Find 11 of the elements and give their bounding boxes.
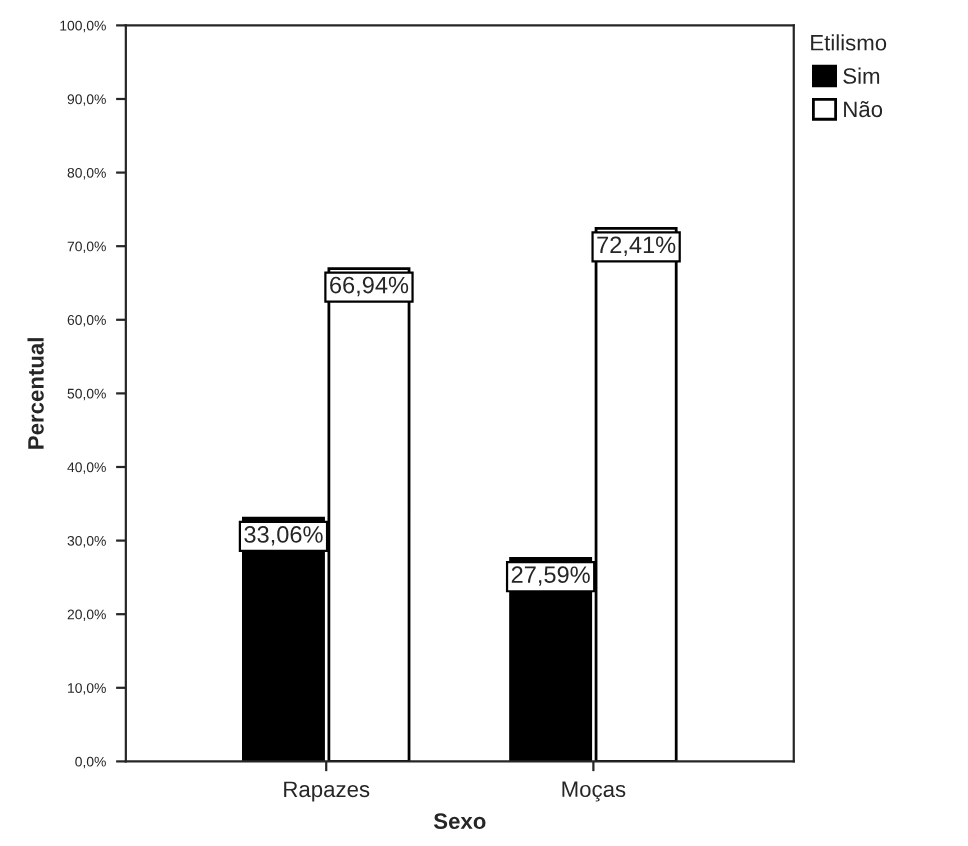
x-tick-label: Moças	[562, 781, 626, 802]
legend-title: Etilismo	[811, 34, 887, 51]
y-axis-title: Percentual	[27, 338, 44, 449]
legend-label: Sim	[843, 67, 880, 84]
data-label: 72,41%	[597, 236, 676, 256]
legend-label: Não	[844, 100, 883, 118]
x-tick-label: Rapazes	[284, 781, 370, 802]
data-label: 33,06%	[244, 526, 323, 546]
x-axis-title: Sexo	[433, 813, 486, 829]
data-label: 27,59%	[511, 566, 590, 586]
data-label: 66,94%	[330, 276, 409, 297]
